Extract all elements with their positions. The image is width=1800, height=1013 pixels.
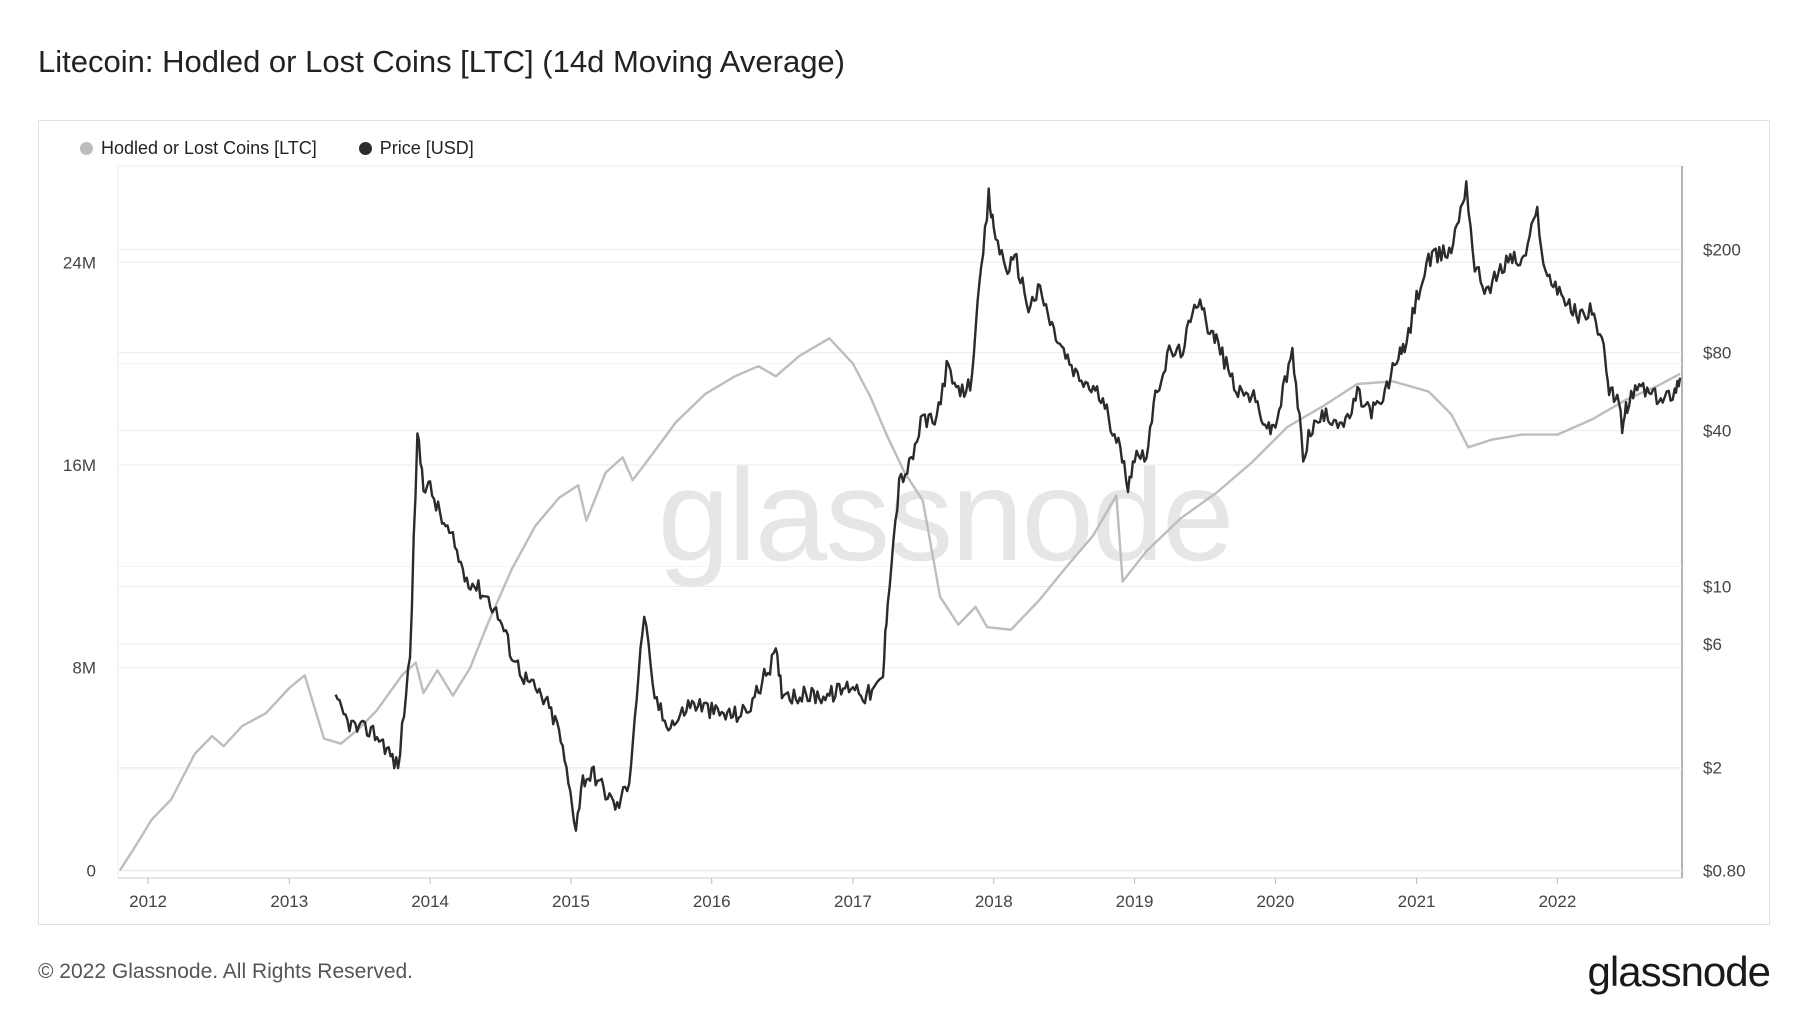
legend-dot-hodl [80,142,93,155]
legend-label-price: Price [USD] [379,138,474,158]
x-tick-label: 2018 [975,892,1013,911]
x-tick-label: 2012 [129,892,167,911]
y-right-tick-label: $6 [1703,635,1722,654]
y-left-tick-label: 16M [63,456,96,475]
legend-item-hodl[interactable]: Hodled or Lost Coins [LTC] [80,138,317,159]
legend-dot-price [358,142,372,155]
legend-label-hodl: Hodled or Lost Coins [LTC] [101,138,317,158]
x-tick-label: 2021 [1398,892,1436,911]
x-tick-label: 2016 [693,892,731,911]
y-right-tick-label: $80 [1703,344,1731,363]
y-right-tick-label: $40 [1703,422,1731,441]
y-right-tick-label: $0.80 [1703,862,1746,881]
axis-layer: 0 8M 16M 24M $0.80 $2 $6 $10 $40 $80 $200 2012 2013 2… [63,240,1746,911]
legend-item-price[interactable]: Price [USD] [358,138,474,159]
series-layer [118,180,1682,872]
y-right-tick-label: $200 [1703,240,1741,259]
series-line-hodl [118,337,1681,872]
y-right-tick-label: $10 [1703,578,1731,597]
y-left-tick-label: 24M [63,253,96,272]
x-tick-label: 2015 [552,892,590,911]
y-right-tick-label: $2 [1703,759,1722,778]
x-tick-label: 2017 [834,892,872,911]
y-left-tick-label: 8M [72,659,96,678]
x-tick-label: 2019 [1116,892,1154,911]
footer-logo[interactable]: glassnode [1587,948,1771,995]
chart-legend: Hodled or Lost Coins [LTC] Price [USD] [80,138,474,159]
y-left-tick-label: 0 [87,861,96,880]
x-tick-label: 2014 [411,892,449,911]
x-tick-label: 2013 [270,892,308,911]
watermark-text: glassnode [658,442,1233,588]
chart-title: Litecoin: Hodled or Lost Coins [LTC] (14… [38,44,845,79]
footer-copyright: © 2022 Glassnode. All Rights Reserved. [38,960,414,983]
series-line-price [334,180,1682,832]
chart-frame [38,120,1770,925]
x-tick-label: 2022 [1538,892,1576,911]
x-tick-label: 2020 [1256,892,1294,911]
